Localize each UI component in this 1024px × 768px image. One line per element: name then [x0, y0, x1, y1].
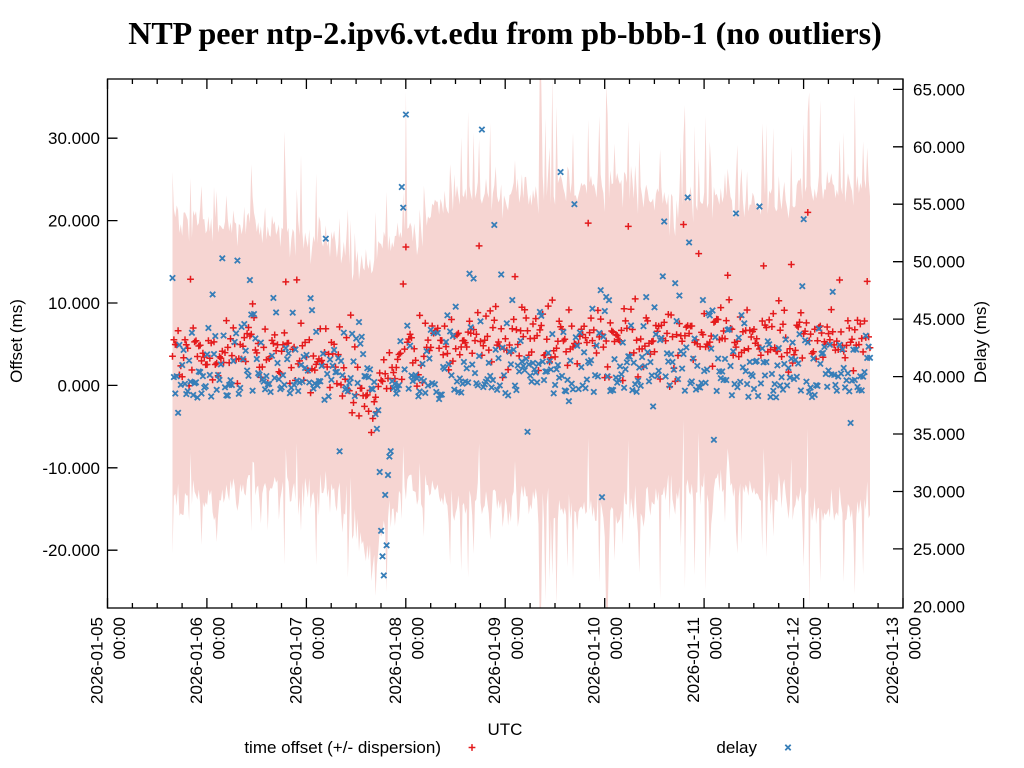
svg-text:20.000: 20.000	[913, 597, 965, 616]
svg-text:00:00: 00:00	[209, 617, 228, 660]
svg-text:Offset (ms): Offset (ms)	[7, 299, 26, 383]
svg-text:00:00: 00:00	[408, 617, 427, 660]
svg-text:40.000: 40.000	[913, 368, 965, 387]
svg-text:2026-01-05: 2026-01-05	[88, 617, 107, 704]
svg-text:Delay (ms): Delay (ms)	[971, 301, 990, 383]
svg-text:2026-01-13: 2026-01-13	[883, 617, 902, 704]
svg-text:30.000: 30.000	[48, 129, 100, 148]
svg-text:00:00: 00:00	[309, 617, 328, 660]
svg-text:60.000: 60.000	[913, 138, 965, 157]
svg-text:2026-01-10: 2026-01-10	[585, 617, 604, 704]
svg-text:-10.000: -10.000	[42, 459, 100, 478]
svg-text:UTC: UTC	[488, 720, 523, 739]
svg-text:20.000: 20.000	[48, 212, 100, 231]
svg-text:NTP peer ntp-2.ipv6.vt.edu fro: NTP peer ntp-2.ipv6.vt.edu from pb-bbb-1…	[128, 15, 882, 51]
svg-text:55.000: 55.000	[913, 195, 965, 214]
svg-text:00:00: 00:00	[110, 617, 129, 660]
svg-text:2026-01-07: 2026-01-07	[286, 617, 305, 704]
svg-text:00:00: 00:00	[508, 617, 527, 660]
svg-text:00:00: 00:00	[607, 617, 626, 660]
svg-text:2026-01-11: 2026-01-11	[684, 617, 703, 703]
svg-text:25.000: 25.000	[913, 540, 965, 559]
svg-text:10.000: 10.000	[48, 294, 100, 313]
svg-text:35.000: 35.000	[913, 425, 965, 444]
svg-text:time offset (+/- dispersion): time offset (+/- dispersion)	[244, 738, 441, 757]
svg-text:00:00: 00:00	[806, 617, 825, 660]
svg-text:30.000: 30.000	[913, 483, 965, 502]
svg-text:2026-01-08: 2026-01-08	[386, 617, 405, 704]
svg-text:2026-01-12: 2026-01-12	[784, 617, 803, 704]
svg-text:50.000: 50.000	[913, 253, 965, 272]
svg-text:-20.000: -20.000	[42, 541, 100, 560]
svg-text:2026-01-06: 2026-01-06	[187, 617, 206, 704]
svg-text:0.000: 0.000	[57, 376, 100, 395]
svg-text:2026-01-09: 2026-01-09	[485, 617, 504, 704]
svg-text:delay: delay	[716, 738, 757, 757]
svg-text:65.000: 65.000	[913, 80, 965, 99]
svg-text:00:00: 00:00	[906, 617, 925, 660]
svg-text:45.000: 45.000	[913, 310, 965, 329]
svg-text:00:00: 00:00	[707, 617, 726, 660]
